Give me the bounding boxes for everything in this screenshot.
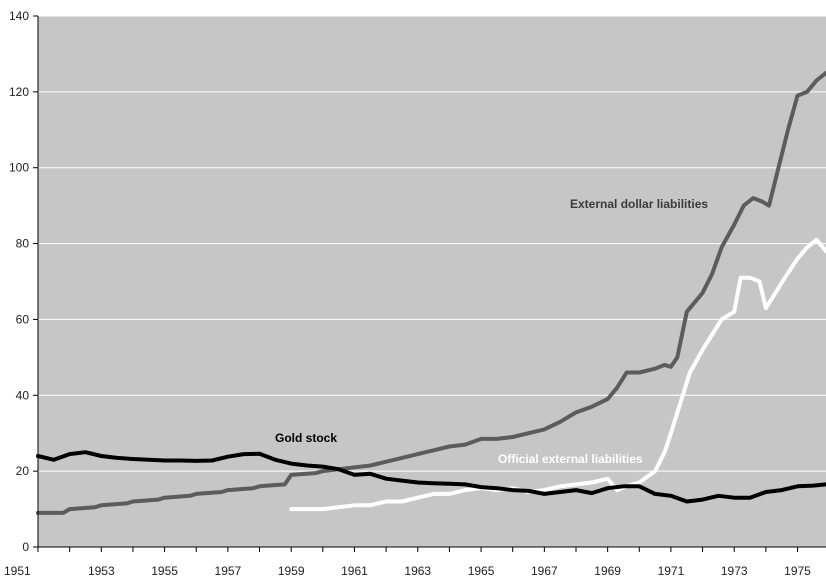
y-tick-label-20: 20 — [16, 464, 30, 478]
y-tick-label-80: 80 — [16, 237, 30, 251]
y-tick-label-100: 100 — [9, 161, 29, 175]
gridlines — [38, 15, 826, 472]
x-tick-label-1967: 1967 — [531, 564, 558, 578]
annotation-gold-stock: Gold stock — [275, 431, 337, 445]
x-tick-label-1959: 1959 — [278, 564, 305, 578]
axes — [33, 15, 826, 552]
x-tick-label-1957: 1957 — [215, 564, 242, 578]
x-tick-label-1951: 1951 — [4, 564, 31, 578]
x-tick-label-1953: 1953 — [88, 564, 115, 578]
x-tick-label-1969: 1969 — [594, 564, 621, 578]
annotation-official-liabilities: Official external liabilities — [498, 452, 643, 466]
x-tick-label-1961: 1961 — [341, 564, 368, 578]
series-line-official — [289, 237, 826, 512]
x-tick-label-1955: 1955 — [151, 564, 178, 578]
series-line-gold — [36, 450, 826, 504]
x-tick-label-1963: 1963 — [404, 564, 431, 578]
annotation-external-liabilities: External dollar liabilities — [570, 197, 708, 211]
y-tick-labels: 0 20 40 60 80 100 120 140 — [9, 9, 29, 554]
y-tick-label-0: 0 — [22, 540, 29, 554]
series-line-external — [36, 70, 826, 515]
x-tick-label-1965: 1965 — [468, 564, 495, 578]
y-tick-label-60: 60 — [16, 312, 30, 326]
x-tick-labels: 1951 1953 1955 1957 1959 1961 1963 1965 1967 1969… — [4, 564, 811, 578]
x-tick-label-1971: 1971 — [658, 564, 685, 578]
x-tick-label-1975: 1975 — [784, 564, 811, 578]
y-tick-label-140: 140 — [9, 9, 29, 23]
y-tick-label-40: 40 — [16, 388, 30, 402]
series-layer — [36, 70, 826, 515]
x-tick-label-1973: 1973 — [721, 564, 748, 578]
y-tick-label-120: 120 — [9, 85, 29, 99]
